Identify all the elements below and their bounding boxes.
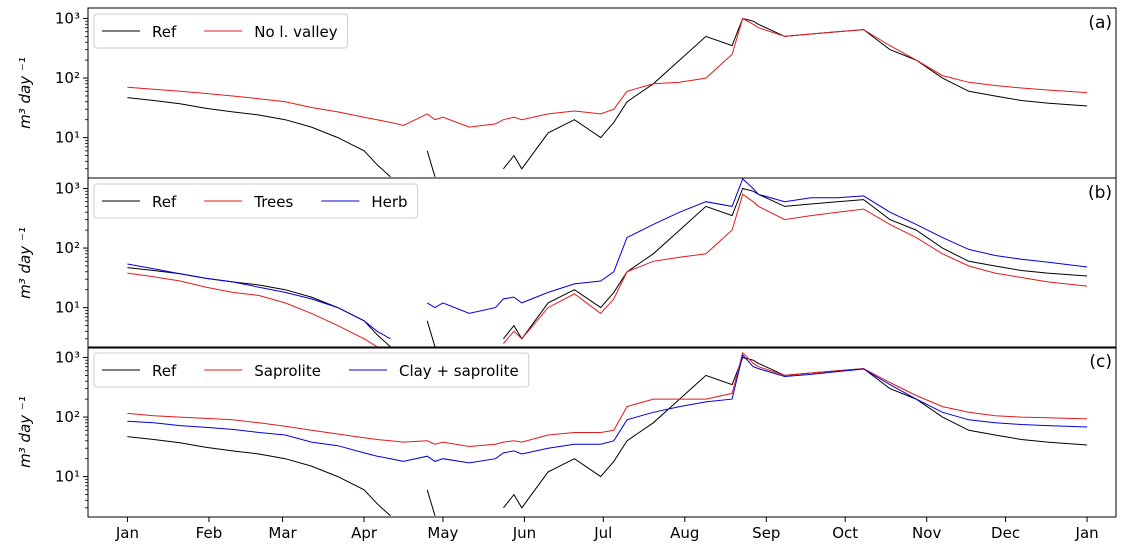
legend: Ref Saprolite Clay + saprolite [93,352,530,388]
x-tick-label: Jan [115,524,139,542]
x-tick-label: May [427,524,458,542]
x-tick-label: Mar [268,524,297,542]
legend-label: Ref [152,362,177,380]
plot-frame [87,346,1117,518]
y-axis-label: m³ day ⁻¹ [16,396,34,468]
panel-label: (c) [1089,352,1112,372]
y-tick-label: 10³ [55,9,80,27]
x-tick-label: Sep [752,524,780,542]
series-line [127,351,1088,448]
x-tick-label: Jul [593,524,612,542]
x-tick-label: Jun [512,524,536,542]
series-line [127,353,1088,464]
legend-label: Herb [371,193,407,211]
series-line [127,356,1088,517]
x-tick-label: Nov [912,524,941,542]
legend-label: Trees [253,193,293,211]
y-tick-label: 10¹ [55,129,80,147]
y-tick-label: 10³ [55,179,80,197]
y-tick-label: 10² [55,69,80,87]
y-tick-label: 10² [55,408,80,426]
legend-label: No l. valley [254,23,338,41]
x-tick-label: Dec [991,524,1020,542]
x-tick-label: Feb [196,524,223,542]
y-tick-label: 10² [55,239,80,257]
legend-label: Saprolite [254,362,321,380]
panel: 10¹ 10² 10³ Jan Feb Mar Apr May Jun Jul Aug Sep Oct N… [16,346,1117,542]
panel-label: (b) [1088,183,1112,203]
series-group [127,351,1088,517]
legend-label: Ref [152,23,177,41]
series-group [127,178,1088,348]
series-line [127,17,1088,128]
x-tick-label: Jan [1075,524,1099,542]
legend: Ref No l. valley [93,13,349,49]
legend-box [93,352,530,388]
y-axis-label: m³ day ⁻¹ [16,227,34,299]
plot-frame [87,177,1117,349]
x-tick-label: Apr [351,524,378,542]
panel-label: (a) [1088,13,1112,33]
x-tick-label: Aug [670,524,699,542]
y-tick-label: 10¹ [55,299,80,317]
legend-label: Ref [152,193,177,211]
x-tick-label: Oct [832,524,858,542]
panel: 10¹ 10² 10³ Ref Trees Herb (b) m³ day ⁻¹ [16,177,1117,349]
panel: 10¹ 10² 10³ Ref No l. valley (a) m³ day ⁻¹ [16,7,1117,179]
legend: Ref Trees Herb [93,183,419,219]
y-tick-label: 10³ [55,348,80,366]
series-line [127,178,1088,340]
series-line [127,17,1088,178]
y-axis-label: m³ day ⁻¹ [16,57,34,129]
legend-label: Clay + saprolite [399,362,519,380]
legend-box [93,183,419,219]
series-line [127,193,1088,348]
series-group [127,17,1088,178]
y-tick-label: 10¹ [55,468,80,486]
